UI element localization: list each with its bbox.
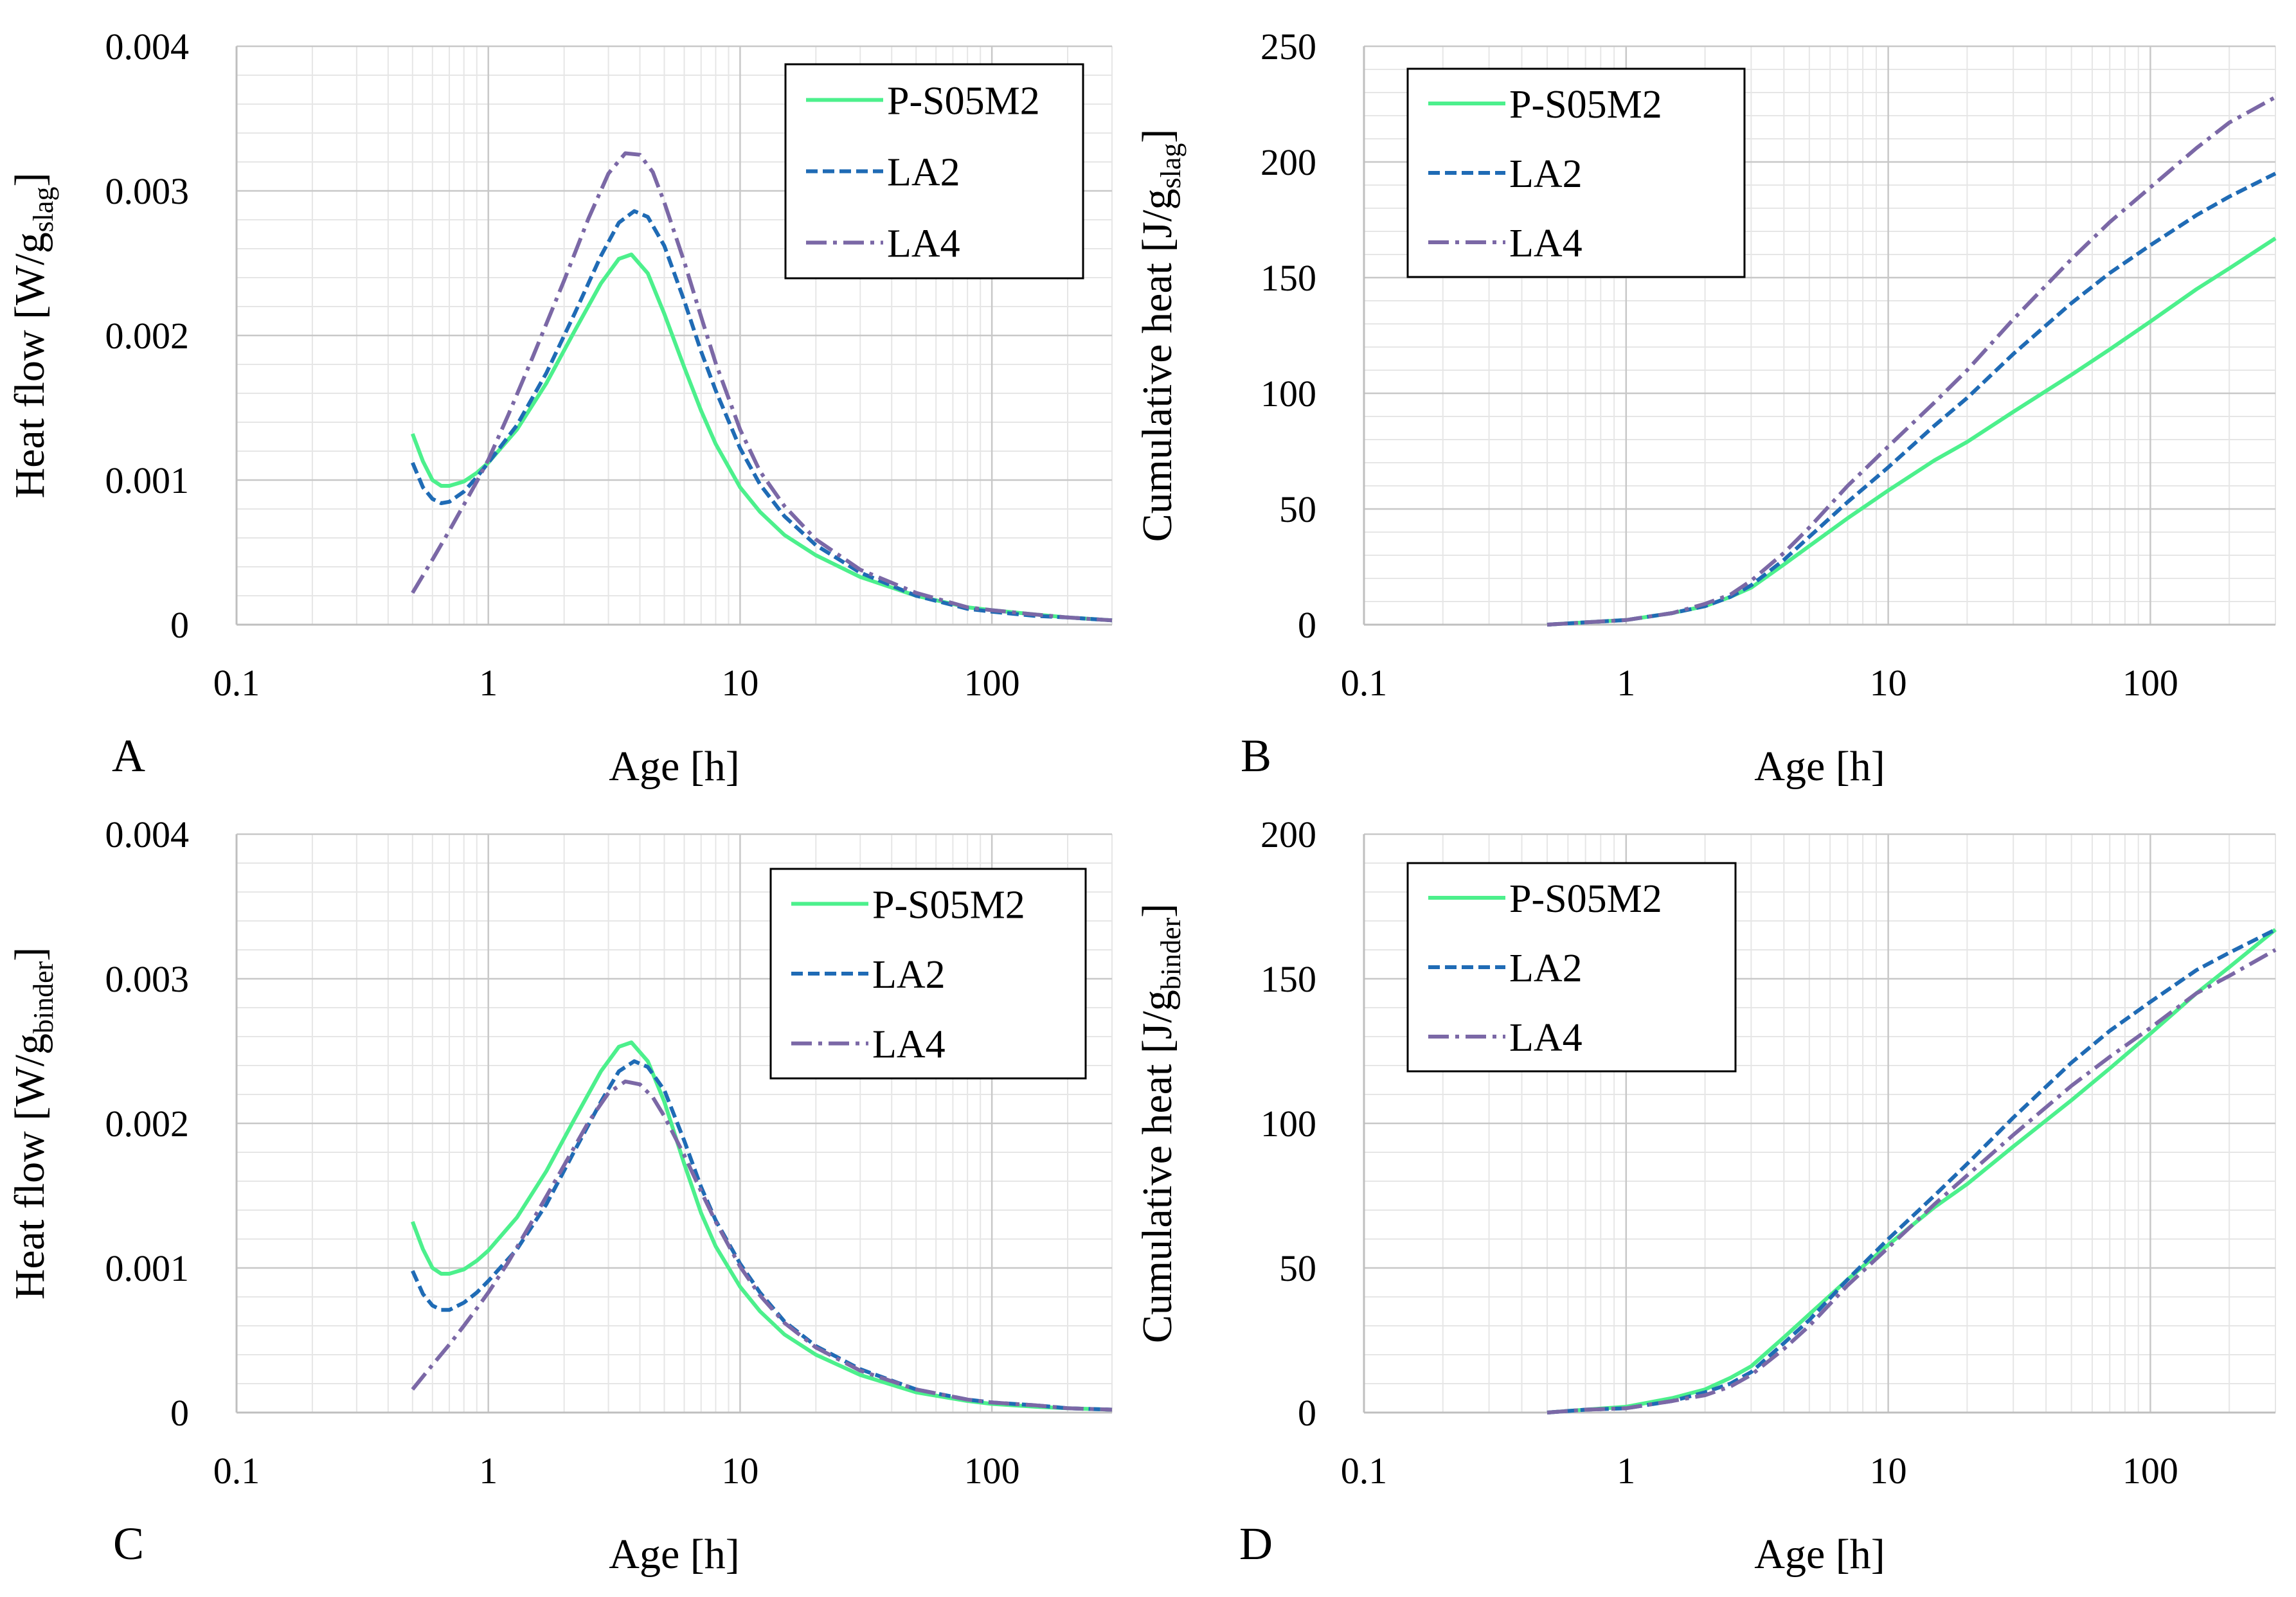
y-tick-label: 0.001 bbox=[105, 1247, 190, 1289]
legend-label: LA2 bbox=[1509, 152, 1583, 196]
y-axis-title-end: ] bbox=[1134, 904, 1181, 918]
legend: P-S05M2 LA2 LA4 bbox=[1406, 862, 1737, 1073]
y-tick-label: 0.003 bbox=[105, 958, 190, 1000]
x-tick-label: 0.1 bbox=[213, 662, 260, 704]
legend-label: LA2 bbox=[1509, 947, 1583, 990]
y-tick-label: 0 bbox=[1298, 604, 1316, 646]
legend-label: P-S05M2 bbox=[872, 883, 1025, 927]
series-line-la2 bbox=[411, 209, 1113, 623]
y-axis-title-subscript: binder bbox=[28, 961, 59, 1033]
y-tick-label: 0 bbox=[170, 1392, 189, 1434]
x-tick-label: 100 bbox=[2122, 1450, 2178, 1492]
y-tick-label: 0.001 bbox=[105, 459, 190, 501]
series-line-p-s05m2 bbox=[410, 253, 1113, 623]
panel-letter: C bbox=[113, 1518, 144, 1569]
y-tick-label: 0.002 bbox=[105, 315, 190, 357]
series-line-la4 bbox=[1547, 95, 2277, 627]
legend: P-S05M2 LA2 LA4 bbox=[769, 868, 1087, 1080]
y-tick-label: 0 bbox=[170, 604, 189, 646]
series-line-la2 bbox=[1547, 927, 2277, 1414]
y-axis-title-end: ] bbox=[1134, 129, 1181, 143]
legend-label: LA4 bbox=[887, 222, 960, 266]
x-tick-label: 10 bbox=[1870, 662, 1907, 704]
y-tick-label: 50 bbox=[1279, 488, 1316, 530]
legend-label: LA4 bbox=[1509, 1016, 1583, 1060]
x-tick-label: 100 bbox=[964, 1450, 1020, 1492]
series-line-p-s05m2 bbox=[1547, 236, 2277, 627]
y-tick-label: 100 bbox=[1260, 1103, 1316, 1145]
legend: P-S05M2 LA2 LA4 bbox=[1406, 67, 1746, 278]
y-axis-title-main: Cumulative heat [J/g bbox=[1134, 188, 1181, 542]
legend-label: LA2 bbox=[887, 151, 960, 195]
y-tick-label: 200 bbox=[1260, 141, 1316, 183]
series-line-p-s05m2 bbox=[1547, 928, 2277, 1414]
y-axis-title-subscript: binder bbox=[1155, 917, 1187, 990]
x-tick-label: 1 bbox=[1617, 662, 1635, 704]
y-tick-label: 0.004 bbox=[105, 26, 190, 67]
series-line-la4 bbox=[411, 1079, 1113, 1412]
series-line-la4 bbox=[1547, 948, 2277, 1414]
y-tick-label: 100 bbox=[1260, 373, 1316, 415]
y-axis-title: Cumulative heat [J/gslag] bbox=[1134, 129, 1187, 542]
x-tick-label: 0.1 bbox=[1341, 662, 1388, 704]
panel-c: 0 0.001 0.002 0.003 0.004 0.1 1 10 100 Age [h] C He… bbox=[6, 814, 1113, 1578]
series-line-la2 bbox=[411, 1059, 1113, 1412]
y-tick-label: 150 bbox=[1260, 958, 1316, 1000]
panel-letter: A bbox=[112, 730, 145, 781]
legend-label: LA2 bbox=[872, 953, 946, 997]
x-tick-label: 10 bbox=[721, 1450, 758, 1492]
x-tick-label: 10 bbox=[1870, 1450, 1907, 1492]
panel-letter: D bbox=[1239, 1518, 1273, 1569]
y-tick-label: 200 bbox=[1260, 814, 1316, 855]
y-tick-label: 50 bbox=[1279, 1247, 1316, 1289]
x-tick-label: 0.1 bbox=[213, 1450, 260, 1492]
panel-b: 0 50 100 150 200 250 0.1 1 10 100 Age [h] B Cumulati… bbox=[1134, 26, 2277, 790]
y-axis-title-end: ] bbox=[6, 947, 53, 961]
x-tick-label: 0.1 bbox=[1341, 1450, 1388, 1492]
y-tick-label: 0.002 bbox=[105, 1103, 190, 1145]
y-axis-title-end: ] bbox=[6, 172, 53, 186]
y-axis-title-main: Heat flow [W/g bbox=[6, 232, 53, 498]
x-tick-label: 10 bbox=[721, 662, 758, 704]
x-axis-title: Age [h] bbox=[1754, 1531, 1885, 1578]
y-axis-title: Cumulative heat [J/gbinder] bbox=[1134, 904, 1187, 1343]
panel-d: 0 50 100 150 200 0.1 1 10 100 Age [h] D Cumulative … bbox=[1134, 814, 2277, 1578]
x-axis-title: Age [h] bbox=[609, 743, 739, 790]
x-axis-title: Age [h] bbox=[609, 1531, 739, 1578]
y-axis-title-main: Cumulative heat [J/g bbox=[1134, 990, 1181, 1343]
panel-a: 0 0.001 0.002 0.003 0.004 0.1 1 10 100 Age [h] A He… bbox=[6, 26, 1113, 790]
panel-letter: B bbox=[1241, 730, 1271, 781]
y-tick-label: 250 bbox=[1260, 26, 1316, 67]
y-axis-title-subscript: slag bbox=[1155, 143, 1187, 189]
y-tick-label: 0.004 bbox=[105, 814, 190, 855]
y-axis-title-subscript: slag bbox=[28, 186, 59, 232]
y-axis-title: Heat flow [W/gslag] bbox=[6, 172, 59, 498]
legend-label: P-S05M2 bbox=[1509, 877, 1662, 921]
y-tick-label: 150 bbox=[1260, 257, 1316, 299]
x-tick-label: 1 bbox=[479, 662, 498, 704]
legend-label: P-S05M2 bbox=[1509, 83, 1662, 127]
x-tick-label: 100 bbox=[2122, 662, 2178, 704]
x-tick-label: 100 bbox=[964, 662, 1020, 704]
x-axis-title: Age [h] bbox=[1754, 743, 1885, 790]
y-axis-title: Heat flow [W/gbinder] bbox=[6, 947, 59, 1300]
legend-label: P-S05M2 bbox=[887, 80, 1040, 123]
legend-label: LA4 bbox=[1509, 222, 1583, 265]
x-tick-label: 1 bbox=[479, 1450, 498, 1492]
y-tick-label: 0 bbox=[1298, 1392, 1316, 1434]
x-tick-label: 1 bbox=[1617, 1450, 1635, 1492]
series-line-la2 bbox=[1547, 172, 2277, 627]
legend-label: LA4 bbox=[872, 1023, 946, 1067]
y-tick-label: 0.003 bbox=[105, 170, 190, 212]
legend: P-S05M2 LA2 LA4 bbox=[784, 63, 1084, 280]
y-axis-title-main: Heat flow [W/g bbox=[6, 1033, 53, 1299]
